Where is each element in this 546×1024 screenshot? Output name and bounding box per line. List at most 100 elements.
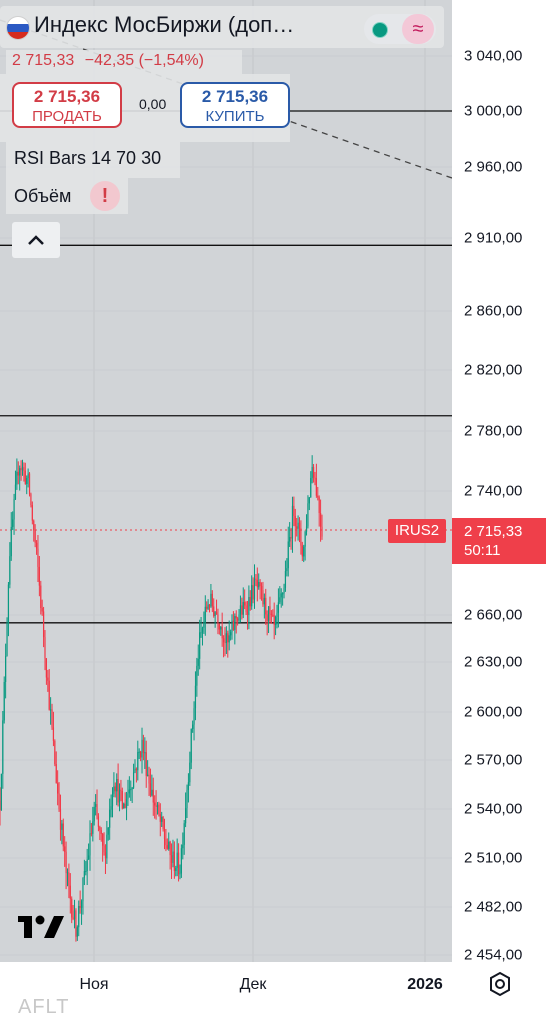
candle [310, 471, 312, 498]
candle [227, 630, 229, 658]
buy-button[interactable]: 2 715,36 КУПИТЬ [180, 82, 290, 128]
candle [7, 582, 10, 637]
candle [211, 590, 213, 613]
candle [64, 836, 66, 867]
candle [66, 868, 69, 887]
candle [298, 517, 301, 543]
candle [282, 592, 284, 606]
indicator-volume[interactable]: Объём ! [6, 178, 128, 214]
sell-button[interactable]: 2 715,36 ПРОДАТЬ [12, 82, 122, 128]
candle [147, 760, 149, 777]
candle [92, 806, 94, 842]
candle [296, 517, 298, 537]
price-axis-label: 3 000,00 [464, 102, 523, 120]
candle [237, 616, 239, 626]
candle [97, 813, 100, 832]
candle [305, 514, 308, 536]
candle [14, 470, 17, 500]
candle [249, 590, 251, 611]
candle [27, 468, 29, 488]
candle [304, 530, 306, 561]
candle [214, 611, 216, 628]
candle [173, 841, 175, 879]
candle [165, 828, 167, 852]
candle [190, 728, 192, 770]
candle [158, 801, 160, 817]
candle [138, 748, 140, 760]
candle [204, 595, 206, 636]
candle [54, 739, 56, 767]
time-axis[interactable]: Ноя Дек 2026 [0, 962, 546, 1008]
candle [116, 773, 118, 806]
chart-area[interactable]: Индекс МосБиржи (доп… ≈ 2 715,33 −42,35 … [0, 0, 452, 962]
price-axis-label: 2 860,00 [464, 302, 523, 320]
candle [110, 794, 112, 818]
candle [71, 896, 73, 924]
gear-icon[interactable] [486, 970, 514, 998]
candle [199, 619, 201, 670]
candle [189, 751, 191, 786]
candle [106, 820, 108, 864]
candle [262, 581, 264, 607]
candle [51, 703, 53, 730]
candle [241, 597, 243, 620]
candle [45, 658, 48, 685]
collapse-legend-button[interactable] [12, 222, 60, 258]
candle [86, 848, 88, 886]
candle [38, 555, 40, 597]
candle [151, 774, 153, 797]
candle [90, 822, 92, 837]
candle [23, 462, 25, 482]
candle [159, 803, 161, 837]
price-axis[interactable]: 3 040,00 3 000,00 2 960,00 2 910,00 2 860,00… [452, 0, 546, 964]
candle [207, 599, 209, 611]
candle [301, 541, 303, 562]
candle [37, 535, 39, 583]
candle [317, 486, 319, 501]
candle [2, 711, 4, 789]
candle [73, 899, 76, 929]
price-axis-label: 2 570,00 [464, 751, 523, 769]
bar-countdown: 50:11 [464, 542, 501, 559]
candle [163, 818, 166, 850]
candle [9, 542, 11, 589]
price-axis-label: 2 540,00 [464, 800, 523, 818]
candle [256, 567, 258, 602]
last-price-tag: 2 715,33 50:11 [452, 518, 546, 564]
candle [293, 496, 295, 527]
candle [140, 750, 142, 762]
candle [258, 573, 260, 590]
warning-icon[interactable]: ! [90, 181, 120, 211]
candle [20, 460, 22, 481]
candle [222, 635, 225, 658]
candle [44, 630, 46, 671]
status-pill[interactable]: ≈ [364, 14, 436, 44]
candle [130, 780, 132, 801]
candle [169, 840, 171, 870]
candle [111, 787, 114, 818]
price-axis-label: 2 820,00 [464, 361, 523, 379]
symbol-header[interactable]: Индекс МосБиржи (доп… ≈ [0, 6, 444, 48]
indicator-rsi[interactable]: RSI Bars 14 70 30 [6, 142, 180, 178]
candle [246, 600, 249, 630]
candle [259, 579, 261, 600]
candle [80, 899, 83, 925]
candle [161, 811, 163, 828]
candle [162, 815, 164, 832]
candle [221, 612, 223, 647]
price-axis-label: 2 510,00 [464, 849, 523, 867]
candle [47, 669, 49, 692]
candle [16, 458, 18, 490]
candle [75, 908, 77, 942]
sell-label: ПРОДАТЬ [32, 108, 102, 125]
symbol-title[interactable]: Индекс МосБиржи (доп… [34, 12, 295, 37]
candle [297, 515, 299, 541]
candle [137, 740, 139, 781]
candle [232, 611, 235, 631]
candle [93, 801, 95, 826]
candle [117, 763, 119, 807]
candle [234, 613, 236, 645]
wave-icon[interactable]: ≈ [402, 14, 434, 44]
candle [107, 827, 109, 841]
candle [179, 864, 181, 880]
